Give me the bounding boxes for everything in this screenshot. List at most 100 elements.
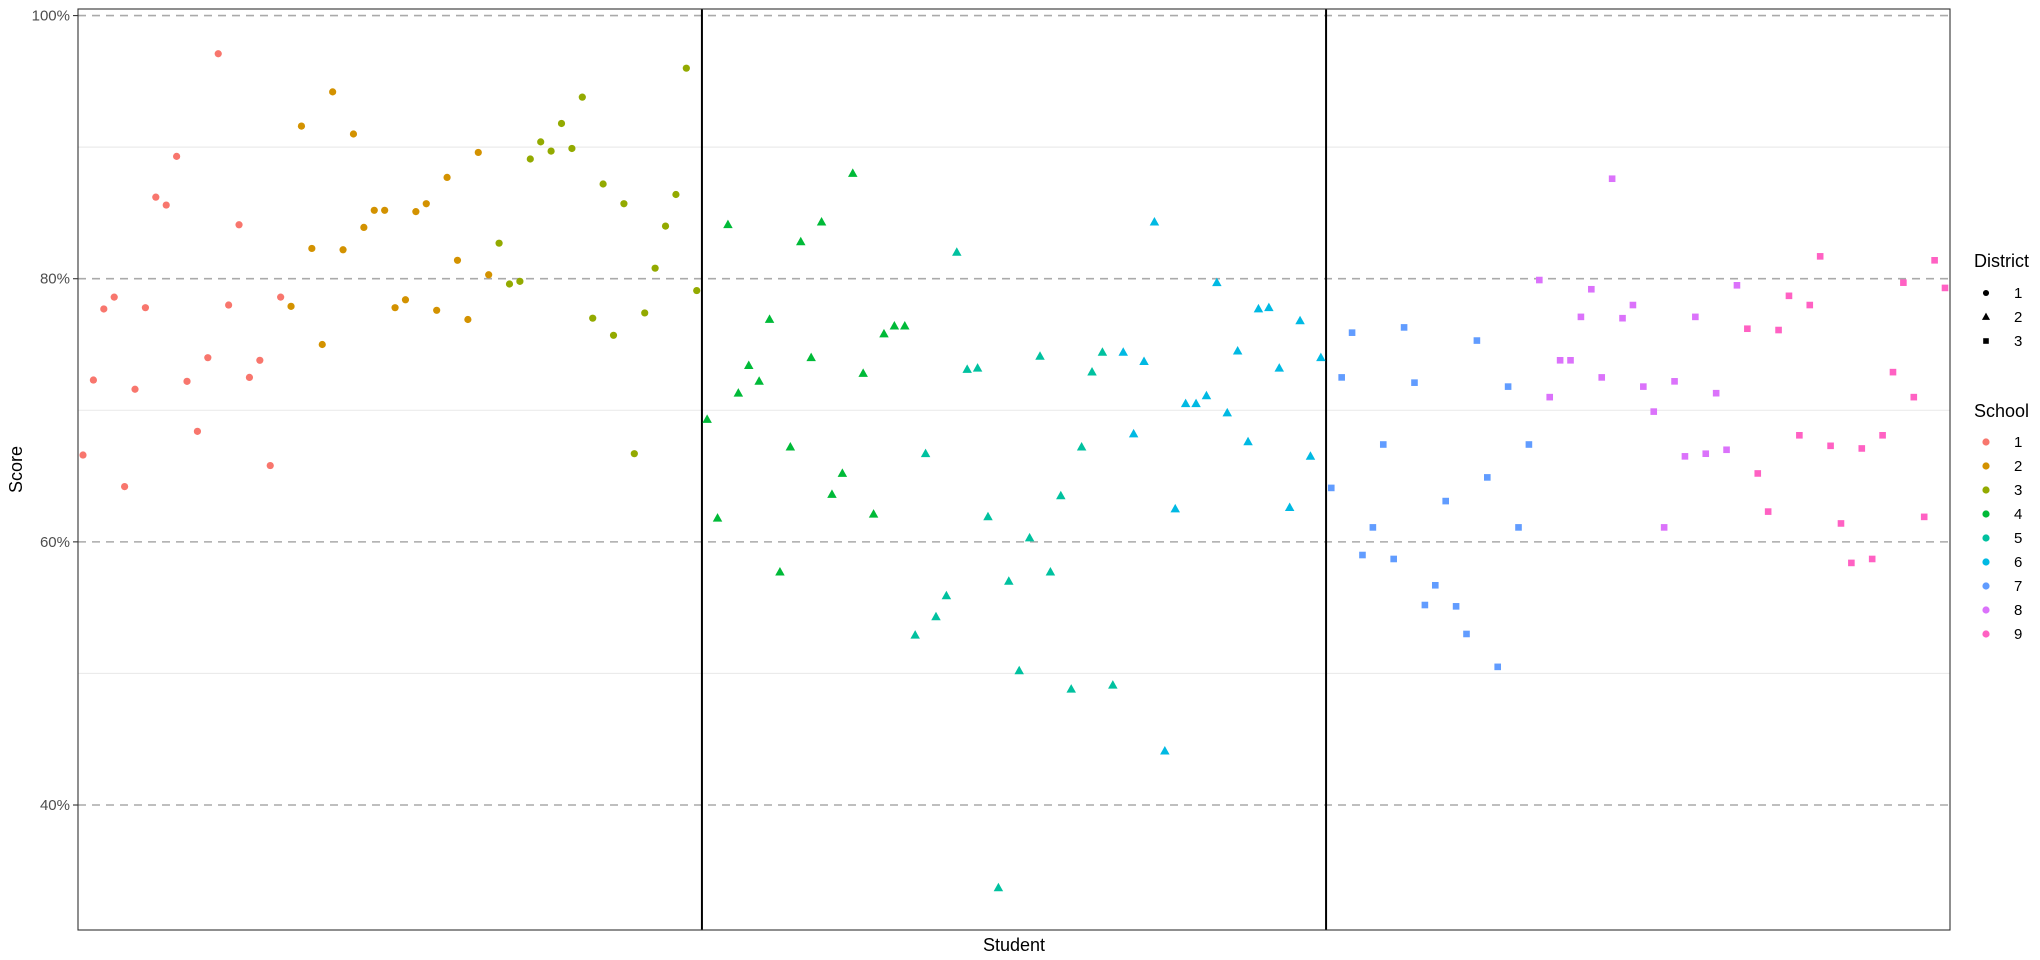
- data-point: [1733, 282, 1741, 289]
- data-point: [1837, 520, 1845, 527]
- data-point: [1608, 175, 1616, 183]
- data-point: [868, 509, 879, 518]
- legend-label: 8: [2014, 602, 2022, 619]
- data-point: [630, 450, 638, 458]
- y-axis: 40% 60% 80% 100%: [32, 8, 78, 814]
- data-point: [931, 611, 941, 621]
- data-point: [474, 148, 482, 157]
- legend-school-title: School: [1974, 401, 2029, 421]
- data-point: [712, 513, 723, 522]
- data-point: [443, 173, 451, 182]
- data-point: [1201, 390, 1212, 400]
- data-point: [287, 302, 295, 310]
- data-point: [879, 328, 889, 338]
- data-point: [152, 193, 160, 201]
- data-point: [1411, 379, 1418, 386]
- data-point: [702, 414, 712, 423]
- data-point: [173, 152, 181, 160]
- data-point: [1139, 356, 1149, 366]
- data-point: [858, 368, 868, 377]
- data-point: [89, 376, 98, 384]
- data-point: [578, 93, 586, 101]
- data-point: [952, 247, 962, 256]
- data-point: [1712, 389, 1720, 397]
- data-point: [297, 122, 306, 130]
- data-point: [993, 882, 1004, 892]
- data-point: [329, 88, 337, 96]
- data-point: [1494, 663, 1502, 671]
- data-point: [1775, 326, 1782, 334]
- data-point: [131, 385, 139, 393]
- data-point: [589, 314, 597, 322]
- data-point: [1504, 383, 1512, 390]
- data-point: [775, 567, 785, 576]
- data-point: [1806, 301, 1814, 309]
- legend-key-circle: [1982, 289, 1990, 297]
- legend-key-square: [1983, 338, 1989, 344]
- data-point: [1170, 503, 1180, 513]
- data-point: [796, 236, 806, 246]
- legend-label: 2: [2014, 309, 2022, 326]
- data-point: [1264, 302, 1274, 312]
- legend-key-color: [1982, 510, 1990, 518]
- data-point: [1567, 356, 1574, 364]
- data-point: [1785, 292, 1793, 300]
- data-point: [339, 246, 347, 254]
- data-point: [1149, 217, 1160, 226]
- data-point: [495, 239, 503, 247]
- y-axis-title: Score: [6, 446, 26, 493]
- data-point: [1097, 347, 1108, 356]
- data-point: [1379, 441, 1387, 448]
- data-point: [412, 208, 420, 216]
- data-point: [1744, 325, 1751, 333]
- data-point: [1796, 431, 1803, 439]
- legend-key-color: [1982, 606, 1990, 614]
- series-school-9: [1744, 253, 1949, 567]
- data-point: [1848, 559, 1855, 567]
- data-point: [1118, 347, 1128, 356]
- data-point: [1359, 551, 1366, 559]
- y-tick-label: 100%: [32, 8, 70, 25]
- data-point: [1180, 398, 1191, 408]
- data-point: [1024, 532, 1035, 542]
- data-point: [1232, 345, 1243, 355]
- data-point: [900, 320, 910, 330]
- data-point: [723, 219, 733, 229]
- data-point: [1463, 630, 1470, 638]
- y-tick-label: 40%: [40, 797, 70, 814]
- data-point: [141, 304, 150, 312]
- data-point: [547, 147, 555, 155]
- data-point: [370, 206, 378, 214]
- grid: [78, 14, 1950, 806]
- data-point: [1764, 508, 1772, 515]
- data-point: [1014, 665, 1024, 675]
- data-point: [266, 461, 274, 470]
- data-point: [256, 356, 264, 364]
- data-point: [422, 200, 430, 208]
- data-point: [1868, 555, 1876, 563]
- data-point: [983, 511, 993, 521]
- data-point: [1066, 684, 1076, 693]
- data-point: [1316, 352, 1326, 362]
- legend-key-color: [1982, 486, 1990, 494]
- data-point: [1515, 524, 1522, 531]
- data-point: [1295, 315, 1305, 325]
- data-point: [848, 168, 858, 177]
- plot-panel-border: [77, 8, 1951, 931]
- data-point: [100, 305, 108, 313]
- data-point: [1671, 378, 1678, 385]
- data-point: [516, 277, 524, 285]
- data-point: [1442, 497, 1449, 505]
- data-point: [537, 138, 545, 146]
- data-point: [1004, 576, 1014, 585]
- legend-key-color: [1982, 534, 1990, 542]
- data-point: [1816, 253, 1824, 260]
- data-point: [754, 376, 764, 385]
- legend-label: 3: [2014, 482, 2022, 499]
- data-point: [1827, 442, 1834, 450]
- data-point: [505, 280, 514, 288]
- data-point: [557, 119, 566, 128]
- data-point: [1931, 257, 1938, 264]
- data-point: [785, 442, 796, 451]
